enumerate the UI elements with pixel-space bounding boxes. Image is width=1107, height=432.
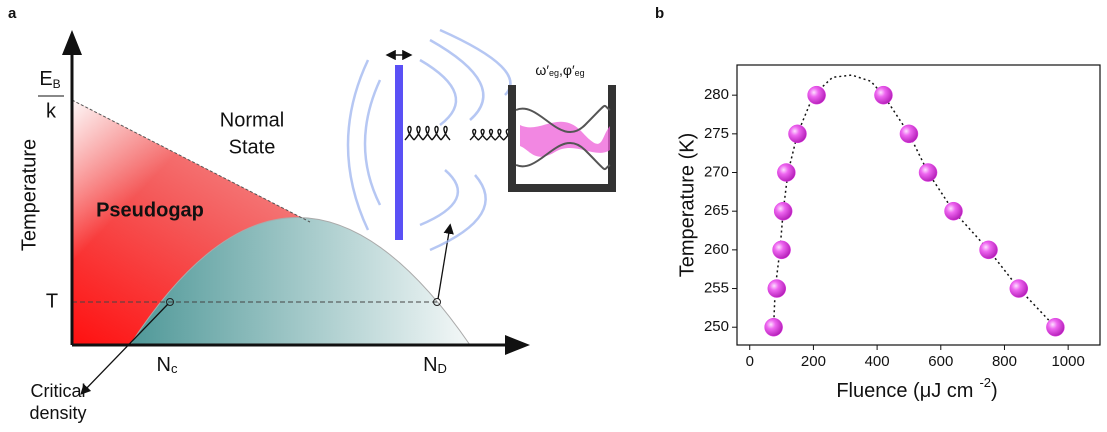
data-point: [789, 125, 807, 143]
data-point: [765, 318, 783, 336]
x-axis-label: Fluence (μJ cm -2): [836, 375, 997, 402]
label-main: E: [39, 68, 52, 90]
mirror: [395, 65, 403, 240]
y-tick-label: 255: [704, 280, 729, 297]
x-tick-label: 1000: [1051, 353, 1084, 370]
label-main: φ′: [563, 62, 575, 78]
data-point: [900, 125, 918, 143]
y-tick-label: 275: [704, 125, 729, 142]
region-label: Pseudogap: [96, 199, 204, 221]
y-tick-label: 250: [704, 318, 729, 335]
wave-arc: [420, 60, 456, 125]
label-sub: D: [438, 361, 447, 376]
data-point: [808, 86, 826, 104]
nc-label: Nc: [157, 354, 178, 376]
y-tick-label: 260: [704, 241, 729, 258]
label-main: Fluence (μJ cm: [836, 380, 973, 402]
label-sub: eg: [575, 68, 585, 78]
x-tick-label: 600: [928, 353, 953, 370]
label-sub: eg: [549, 68, 559, 78]
x-tick-label: 0: [746, 353, 754, 370]
x-tick-label: 800: [992, 353, 1017, 370]
arrow: [438, 226, 450, 299]
y-tick-label: 265: [704, 202, 729, 219]
nd-label: ND: [423, 354, 447, 376]
label-main: ω′: [535, 62, 549, 78]
page: {"diagram": {"panel_label": "a", "y_axis…: [0, 0, 1107, 432]
mode-label: ω′eg,φ′eg: [535, 62, 584, 79]
temperature-mark: T: [46, 290, 58, 312]
axis-arrow: [62, 30, 82, 55]
wave-arc: [430, 40, 483, 120]
axis-arrow: [505, 335, 530, 355]
annotation: Critical: [30, 381, 85, 401]
y-axis-label: Temperature: [18, 139, 40, 251]
energy-denominator: k: [46, 100, 57, 122]
data-point: [945, 202, 963, 220]
mode-profile: [520, 122, 610, 157]
plot-frame: [737, 65, 1100, 345]
panel-label: b: [655, 5, 664, 22]
data-point: [980, 241, 998, 259]
data-point: [1010, 280, 1028, 298]
data-point: [777, 164, 795, 182]
data-point: [768, 280, 786, 298]
region-label: State: [229, 136, 276, 158]
y-axis-label: Temperature (K): [676, 133, 698, 278]
y-tick-label: 270: [704, 163, 729, 180]
annotation: density: [29, 403, 86, 423]
label-sub: B: [53, 77, 61, 91]
y-tick-label: 280: [704, 86, 729, 103]
data-point: [1046, 318, 1064, 336]
x-tick-label: 400: [865, 353, 890, 370]
region-label: Normal: [220, 109, 284, 131]
label-end: ): [991, 380, 998, 402]
data-point: [774, 202, 792, 220]
data-point: [773, 241, 791, 259]
x-tick-label: 200: [801, 353, 826, 370]
label-sub: c: [171, 361, 178, 376]
panel-label: a: [8, 5, 17, 22]
label-sup: -2: [979, 375, 991, 390]
data-point: [874, 86, 892, 104]
data-point: [919, 164, 937, 182]
wave-arc: [420, 170, 458, 225]
label-main: N: [157, 354, 171, 376]
wave-arc: [365, 80, 380, 205]
figure: a Temperature EB k Normal State Pseudoga…: [0, 0, 1107, 432]
spring: [405, 127, 512, 141]
energy-label: EB: [39, 68, 60, 91]
label-main: N: [423, 354, 437, 376]
